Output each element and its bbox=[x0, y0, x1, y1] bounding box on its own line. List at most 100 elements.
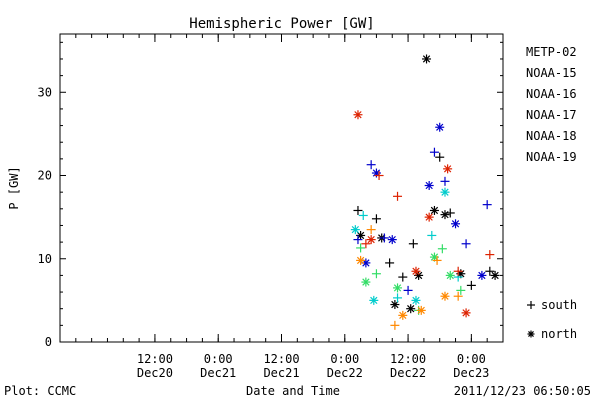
plot-credit: Plot: CCMC bbox=[4, 384, 76, 398]
legend-entry: NOAA-16 bbox=[526, 87, 577, 101]
data-point-south bbox=[379, 233, 389, 243]
data-point-north bbox=[361, 277, 371, 287]
data-point-north bbox=[443, 164, 453, 174]
data-point-north bbox=[411, 295, 421, 305]
data-point-north bbox=[393, 283, 403, 293]
marker-stroke bbox=[393, 284, 402, 292]
data-point-south bbox=[403, 285, 413, 295]
marker-stroke bbox=[412, 267, 420, 275]
legend-entry: NOAA-17 bbox=[526, 108, 577, 122]
data-point-south bbox=[353, 235, 363, 245]
data-point-south bbox=[393, 293, 403, 303]
data-point-north bbox=[411, 266, 421, 276]
x-tick-date-label: Dec23 bbox=[453, 366, 489, 380]
marker-stroke bbox=[478, 271, 486, 280]
data-point-north bbox=[477, 270, 487, 280]
data-point-north bbox=[371, 168, 381, 178]
x-tick-time-label: 0:00 bbox=[330, 352, 359, 366]
x-axis-label: Date and Time bbox=[246, 384, 340, 398]
data-point-south bbox=[398, 272, 408, 282]
data-point-south bbox=[385, 258, 395, 268]
x-tick-date-label: Dec22 bbox=[327, 366, 363, 380]
marker-stroke bbox=[430, 206, 439, 215]
marker-stroke bbox=[446, 271, 454, 280]
data-point-north bbox=[356, 255, 366, 265]
y-tick-label: 10 bbox=[38, 252, 52, 266]
data-point-north bbox=[353, 110, 363, 120]
data-point-south bbox=[390, 320, 400, 330]
data-point-north bbox=[440, 210, 450, 220]
data-point-south bbox=[366, 225, 376, 235]
marker-stroke bbox=[362, 278, 370, 286]
data-point-south bbox=[353, 205, 363, 215]
data-point-north bbox=[398, 310, 408, 320]
marker-stroke bbox=[430, 253, 439, 261]
marker-stroke bbox=[436, 123, 444, 131]
marker-stroke bbox=[425, 213, 433, 221]
data-point-south bbox=[371, 214, 381, 224]
marker-stroke bbox=[451, 220, 460, 228]
data-point-south bbox=[374, 171, 384, 181]
x-tick-time-label: 0:00 bbox=[204, 352, 233, 366]
y-tick-label: 20 bbox=[38, 169, 52, 183]
data-point-south bbox=[393, 191, 403, 201]
data-point-north bbox=[424, 212, 434, 222]
marker-stroke bbox=[351, 225, 359, 234]
plot-frame bbox=[59, 33, 504, 343]
data-point-north bbox=[387, 235, 397, 245]
marker-stroke bbox=[370, 296, 378, 305]
data-point-south bbox=[371, 269, 381, 279]
y-axis-label: P [GW] bbox=[7, 166, 21, 209]
legend-entry: NOAA-15 bbox=[526, 66, 577, 80]
data-point-south bbox=[356, 243, 366, 253]
data-point-south bbox=[366, 160, 376, 170]
marker-stroke bbox=[388, 235, 396, 244]
marker-stroke bbox=[491, 271, 499, 280]
x-tick-date-label: Dec21 bbox=[263, 366, 299, 380]
marker-stroke bbox=[414, 271, 423, 280]
marker-stroke bbox=[367, 235, 375, 244]
x-axis: 12:00Dec200:00Dec2112:00Dec210:00Dec2212… bbox=[59, 34, 504, 380]
marker-stroke bbox=[399, 311, 407, 320]
data-point-south bbox=[427, 230, 437, 240]
data-point-north bbox=[369, 295, 379, 305]
x-tick-date-label: Dec20 bbox=[137, 366, 173, 380]
chart-title: Hemispheric Power [GW] bbox=[189, 16, 374, 32]
marker-stroke bbox=[412, 296, 420, 305]
legend-marker-label: north bbox=[541, 327, 577, 341]
marker-stroke bbox=[462, 309, 470, 317]
data-point-north bbox=[429, 205, 439, 215]
data-point-south bbox=[461, 239, 471, 249]
data-point-south bbox=[432, 255, 442, 265]
marker-stroke bbox=[372, 169, 381, 177]
x-tick-time-label: 12:00 bbox=[137, 352, 173, 366]
data-markers bbox=[350, 54, 500, 330]
data-point-north bbox=[366, 235, 376, 245]
marker-stroke bbox=[362, 259, 370, 267]
y-axis: 0 10 20 30 bbox=[38, 41, 503, 349]
data-point-north bbox=[451, 219, 461, 229]
data-point-south bbox=[440, 176, 450, 186]
marker-stroke bbox=[417, 306, 425, 315]
data-point-south bbox=[435, 152, 445, 162]
data-point-south bbox=[482, 200, 492, 210]
legend-plus-icon bbox=[527, 301, 535, 309]
marker-stroke bbox=[422, 55, 431, 63]
data-point-north bbox=[416, 305, 426, 315]
marker-stroke bbox=[354, 111, 362, 119]
x-tick-time-label: 0:00 bbox=[457, 352, 486, 366]
data-point-south bbox=[485, 250, 495, 260]
data-point-south bbox=[445, 208, 455, 218]
data-point-north bbox=[422, 54, 432, 64]
data-point-north bbox=[490, 270, 500, 280]
data-point-south bbox=[358, 210, 368, 220]
marker-stroke bbox=[528, 331, 534, 337]
legend-entry: NOAA-18 bbox=[526, 129, 577, 143]
data-point-south bbox=[453, 266, 463, 276]
marker-stroke bbox=[441, 188, 449, 196]
legend: METP-02 NOAA-15 NOAA-16 NOAA-17 NOAA-18 NOAA-… bbox=[526, 45, 577, 341]
data-point-north bbox=[445, 270, 455, 280]
legend-entry: METP-02 bbox=[526, 45, 577, 59]
marker-stroke bbox=[356, 256, 365, 265]
y-tick-label: 30 bbox=[38, 85, 52, 99]
